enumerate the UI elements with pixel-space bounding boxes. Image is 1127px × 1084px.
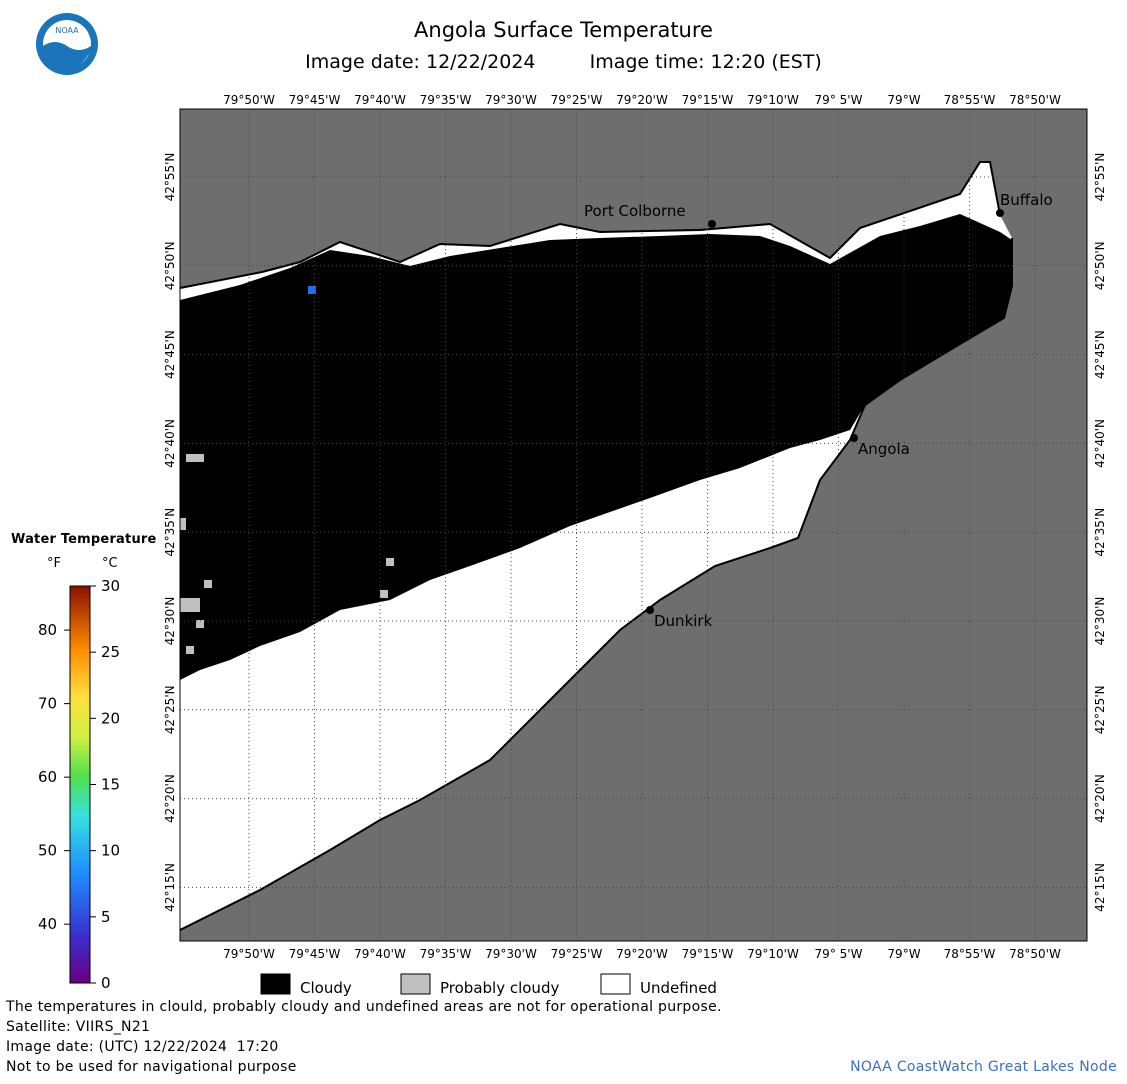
- legend-undefined-label: Undefined: [640, 979, 717, 997]
- lon-label: 78°50'W: [1009, 93, 1061, 107]
- noaa-logo-icon: NOAA: [36, 13, 98, 75]
- lat-label: 42°15'N: [163, 863, 177, 912]
- lon-label: 79°10'W: [747, 947, 799, 961]
- fahrenheit-tick: 60: [38, 768, 57, 786]
- svg-text:Angola: Angola: [858, 440, 910, 458]
- legend-probably-cloudy-label: Probably cloudy: [440, 979, 559, 997]
- lon-label: 79°45'W: [289, 93, 341, 107]
- celsius-tick: 25: [101, 643, 120, 661]
- longitude-labels-top: 79°50'W 79°45'W 79°40'W 79°35'W 79°30'W 79°25…: [223, 93, 1061, 107]
- lon-label: 78°50'W: [1009, 947, 1061, 961]
- lon-label: 79°40'W: [354, 947, 406, 961]
- logo-text: NOAA: [55, 26, 79, 35]
- lon-label: 79°30'W: [485, 947, 537, 961]
- fahrenheit-tick: 80: [38, 621, 57, 639]
- temperature-scale-ticks: 0 5 10 15 20 25 30 40 50 60 70 80: [38, 577, 120, 992]
- lon-label: 79°25'W: [551, 93, 603, 107]
- lat-label: 42°40'N: [163, 419, 177, 468]
- unit-fahrenheit: °F: [47, 556, 61, 571]
- fahrenheit-tick: 40: [38, 915, 57, 933]
- latitude-labels-left: 42°55'N 42°50'N 42°45'N 42°40'N 42°35'N 42°30…: [163, 153, 177, 912]
- lat-label: 42°25'N: [163, 685, 177, 734]
- lat-label: 42°15'N: [1093, 863, 1107, 912]
- lon-label: 79°20'W: [616, 947, 668, 961]
- lon-label: 78°55'W: [944, 93, 996, 107]
- lon-label: 79° 5'W: [815, 93, 863, 107]
- lon-label: 79°25'W: [551, 947, 603, 961]
- lon-label: 79°50'W: [223, 93, 275, 107]
- lon-label: 79°35'W: [420, 93, 472, 107]
- lat-label: 42°45'N: [1093, 330, 1107, 379]
- lon-label: 79°20'W: [616, 93, 668, 107]
- navigation-warning: Not to be used for navigational purpose: [6, 1059, 297, 1075]
- celsius-tick: 0: [101, 974, 111, 992]
- lon-label: 79°45'W: [289, 947, 341, 961]
- lat-label: 42°50'N: [163, 241, 177, 290]
- image-time: Image time: 12:20 (EST): [589, 51, 822, 73]
- scale-title: Water Temperature: [11, 532, 157, 547]
- lon-label: 79°35'W: [420, 947, 472, 961]
- place-angola: Angola: [850, 434, 910, 458]
- legend: Cloudy Probably cloudy Undefined: [260, 973, 717, 997]
- legend-cloudy-label: Cloudy: [300, 979, 352, 997]
- svg-text:Buffalo: Buffalo: [1000, 191, 1053, 209]
- lat-label: 42°20'N: [163, 774, 177, 823]
- fahrenheit-tick: 50: [38, 842, 57, 860]
- fahrenheit-tick: 70: [38, 695, 57, 713]
- celsius-tick: 20: [101, 709, 120, 727]
- disclaimer-text: The temperatures in clould, probably clo…: [6, 999, 722, 1015]
- lat-label: 42°45'N: [163, 330, 177, 379]
- lon-label: 78°55'W: [944, 947, 996, 961]
- temperature-colorbar: [69, 585, 91, 984]
- celsius-tick: 5: [101, 908, 111, 926]
- lat-label: 42°35'N: [163, 508, 177, 557]
- lat-label: 42°30'N: [1093, 597, 1107, 646]
- image-date: Image date: 12/22/2024: [305, 51, 536, 73]
- map-frame: [179, 108, 1088, 942]
- lon-label: 79°15'W: [682, 93, 734, 107]
- lat-label: 42°55'N: [163, 153, 177, 202]
- lon-label: 79°15'W: [682, 947, 734, 961]
- lon-label: 79°40'W: [354, 93, 406, 107]
- place-buffalo: Buffalo: [996, 191, 1053, 217]
- svg-text:Port Colborne: Port Colborne: [584, 202, 686, 220]
- lat-label: 42°50'N: [1093, 241, 1107, 290]
- node-credit: NOAA CoastWatch Great Lakes Node: [850, 1059, 1117, 1075]
- lon-label: 79°10'W: [747, 93, 799, 107]
- north-shoreline: [179, 161, 1001, 289]
- lat-label: 42°35'N: [1093, 508, 1107, 557]
- lon-label: 79°W: [887, 947, 920, 961]
- lon-label: 79°50'W: [223, 947, 275, 961]
- celsius-tick: 15: [101, 776, 120, 794]
- celsius-tick: 30: [101, 577, 120, 595]
- water-pixel: [308, 286, 316, 294]
- probably-cloudy-patches: [180, 454, 394, 654]
- image-datetime: Image date: 12/22/2024 Image time: 12:20…: [0, 51, 1127, 73]
- lat-label: 42°20'N: [1093, 774, 1107, 823]
- map-gridlines: [180, 109, 1087, 941]
- latitude-labels-right: 42°55'N 42°50'N 42°45'N 42°40'N 42°35'N 42°30…: [1093, 153, 1107, 912]
- lat-label: 42°55'N: [1093, 153, 1107, 202]
- south-shoreline: [179, 238, 1013, 931]
- lat-label: 42°25'N: [1093, 685, 1107, 734]
- svg-text:Dunkirk: Dunkirk: [654, 612, 713, 630]
- utc-date-text: Image date: (UTC) 12/22/2024 17:20: [6, 1039, 279, 1055]
- lon-label: 79°30'W: [485, 93, 537, 107]
- lat-label: 42°40'N: [1093, 419, 1107, 468]
- place-dunkirk: Dunkirk: [646, 606, 713, 630]
- lat-label: 42°30'N: [163, 597, 177, 646]
- lon-label: 79°W: [887, 93, 920, 107]
- unit-celsius: °C: [102, 556, 118, 571]
- lon-label: 79° 5'W: [815, 947, 863, 961]
- longitude-labels-bottom: 79°50'W 79°45'W 79°40'W 79°35'W 79°30'W 79°25…: [223, 947, 1061, 961]
- page-title: Angola Surface Temperature: [414, 18, 713, 42]
- celsius-tick: 10: [101, 842, 120, 860]
- satellite-text: Satellite: VIIRS_N21: [6, 1019, 151, 1035]
- place-port-colborne: Port Colborne: [584, 202, 716, 228]
